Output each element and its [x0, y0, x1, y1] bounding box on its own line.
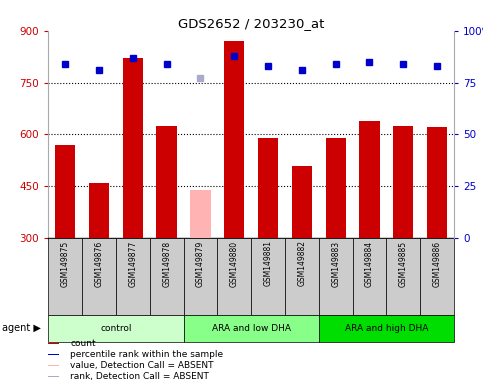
Bar: [285, 238, 319, 315]
Bar: [55, 145, 75, 238]
Text: count: count: [70, 339, 96, 348]
Bar: [89, 183, 109, 238]
Bar: [116, 238, 150, 315]
Bar: [251, 238, 285, 315]
Text: GSM149881: GSM149881: [264, 240, 272, 286]
Bar: [393, 126, 413, 238]
Text: GSM149886: GSM149886: [433, 240, 441, 286]
Text: GSM149877: GSM149877: [128, 240, 137, 286]
Text: GSM149884: GSM149884: [365, 240, 374, 286]
Bar: [258, 138, 278, 238]
Bar: [359, 121, 380, 238]
Bar: [123, 58, 143, 238]
Bar: [48, 238, 82, 315]
Text: GSM149882: GSM149882: [298, 240, 306, 286]
Bar: [224, 41, 244, 238]
Bar: [190, 190, 211, 238]
Text: GSM149876: GSM149876: [95, 240, 103, 286]
Text: GSM149883: GSM149883: [331, 240, 340, 286]
Bar: [427, 127, 447, 238]
Bar: [184, 315, 319, 342]
Bar: [48, 365, 59, 366]
Text: ARA and high DHA: ARA and high DHA: [345, 324, 428, 333]
Text: GSM149885: GSM149885: [399, 240, 408, 286]
Text: GSM149878: GSM149878: [162, 240, 171, 286]
Bar: [319, 315, 454, 342]
Bar: [156, 126, 177, 238]
Bar: [48, 354, 59, 355]
Text: percentile rank within the sample: percentile rank within the sample: [70, 350, 223, 359]
Text: GSM149880: GSM149880: [230, 240, 239, 286]
Bar: [48, 376, 59, 377]
Bar: [292, 166, 312, 238]
Bar: [353, 238, 386, 315]
Bar: [82, 238, 116, 315]
Bar: [319, 238, 353, 315]
Text: GSM149879: GSM149879: [196, 240, 205, 286]
Text: rank, Detection Call = ABSENT: rank, Detection Call = ABSENT: [70, 372, 209, 381]
Bar: [217, 238, 251, 315]
Bar: [184, 238, 217, 315]
Bar: [326, 138, 346, 238]
Bar: [48, 315, 184, 342]
Text: ARA and low DHA: ARA and low DHA: [212, 324, 291, 333]
Title: GDS2652 / 203230_at: GDS2652 / 203230_at: [178, 17, 325, 30]
Bar: [48, 343, 59, 344]
Bar: [150, 238, 184, 315]
Text: agent ▶: agent ▶: [2, 323, 41, 333]
Text: GSM149875: GSM149875: [61, 240, 70, 286]
Bar: [386, 238, 420, 315]
Text: value, Detection Call = ABSENT: value, Detection Call = ABSENT: [70, 361, 213, 370]
Bar: [420, 238, 454, 315]
Text: control: control: [100, 324, 132, 333]
